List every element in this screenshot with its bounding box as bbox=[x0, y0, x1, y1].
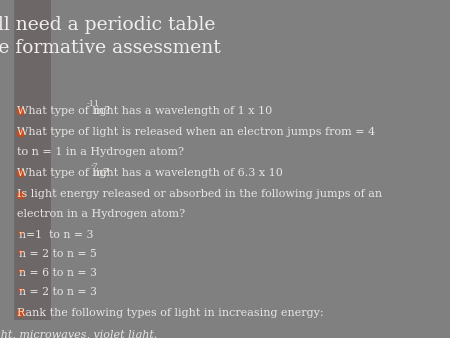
Text: Is light energy released or absorbed in the following jumps of an: Is light energy released or absorbed in … bbox=[17, 189, 382, 199]
Text: ●: ● bbox=[16, 105, 26, 116]
Text: ◆: ◆ bbox=[18, 268, 24, 274]
Text: n = 2 to n = 5: n = 2 to n = 5 bbox=[19, 249, 97, 259]
Text: What type of light has a wavelength of 1 x 10: What type of light has a wavelength of 1… bbox=[17, 105, 272, 116]
FancyBboxPatch shape bbox=[13, 0, 52, 327]
Text: ◆: ◆ bbox=[18, 249, 24, 255]
Text: ●: ● bbox=[16, 308, 26, 318]
Text: electron in a Hydrogen atom?: electron in a Hydrogen atom? bbox=[17, 209, 185, 219]
Text: ●: ● bbox=[16, 127, 26, 137]
Text: ◆: ◆ bbox=[18, 287, 24, 293]
Text: n = 6 to n = 3: n = 6 to n = 3 bbox=[19, 268, 98, 278]
Text: ●: ● bbox=[16, 168, 26, 178]
Text: What type of light is released when an electron jumps from = 4: What type of light is released when an e… bbox=[17, 127, 375, 137]
Text: -7: -7 bbox=[90, 162, 98, 170]
Text: ●: ● bbox=[16, 189, 26, 199]
Text: to n = 1 in a Hydrogen atom?: to n = 1 in a Hydrogen atom? bbox=[17, 147, 184, 156]
Text: Rank the following types of light in increasing energy:: Rank the following types of light in inc… bbox=[17, 308, 324, 318]
Text: m?: m? bbox=[90, 105, 111, 116]
Text: X – ray, green light, microwaves, violet light.: X – ray, green light, microwaves, violet… bbox=[0, 330, 158, 338]
Text: m?: m? bbox=[93, 168, 109, 178]
Text: n = 2 to n = 3: n = 2 to n = 3 bbox=[19, 287, 98, 297]
Text: -11: -11 bbox=[87, 100, 100, 108]
Text: Warm-up – You’ll need a periodic table
and page 8 of the formative assessment: Warm-up – You’ll need a periodic table a… bbox=[0, 16, 221, 57]
Text: n=1  to n = 3: n=1 to n = 3 bbox=[19, 230, 94, 240]
Text: What type of light has a wavelength of 6.3 x 10: What type of light has a wavelength of 6… bbox=[17, 168, 283, 178]
Text: ◆: ◆ bbox=[18, 230, 24, 236]
